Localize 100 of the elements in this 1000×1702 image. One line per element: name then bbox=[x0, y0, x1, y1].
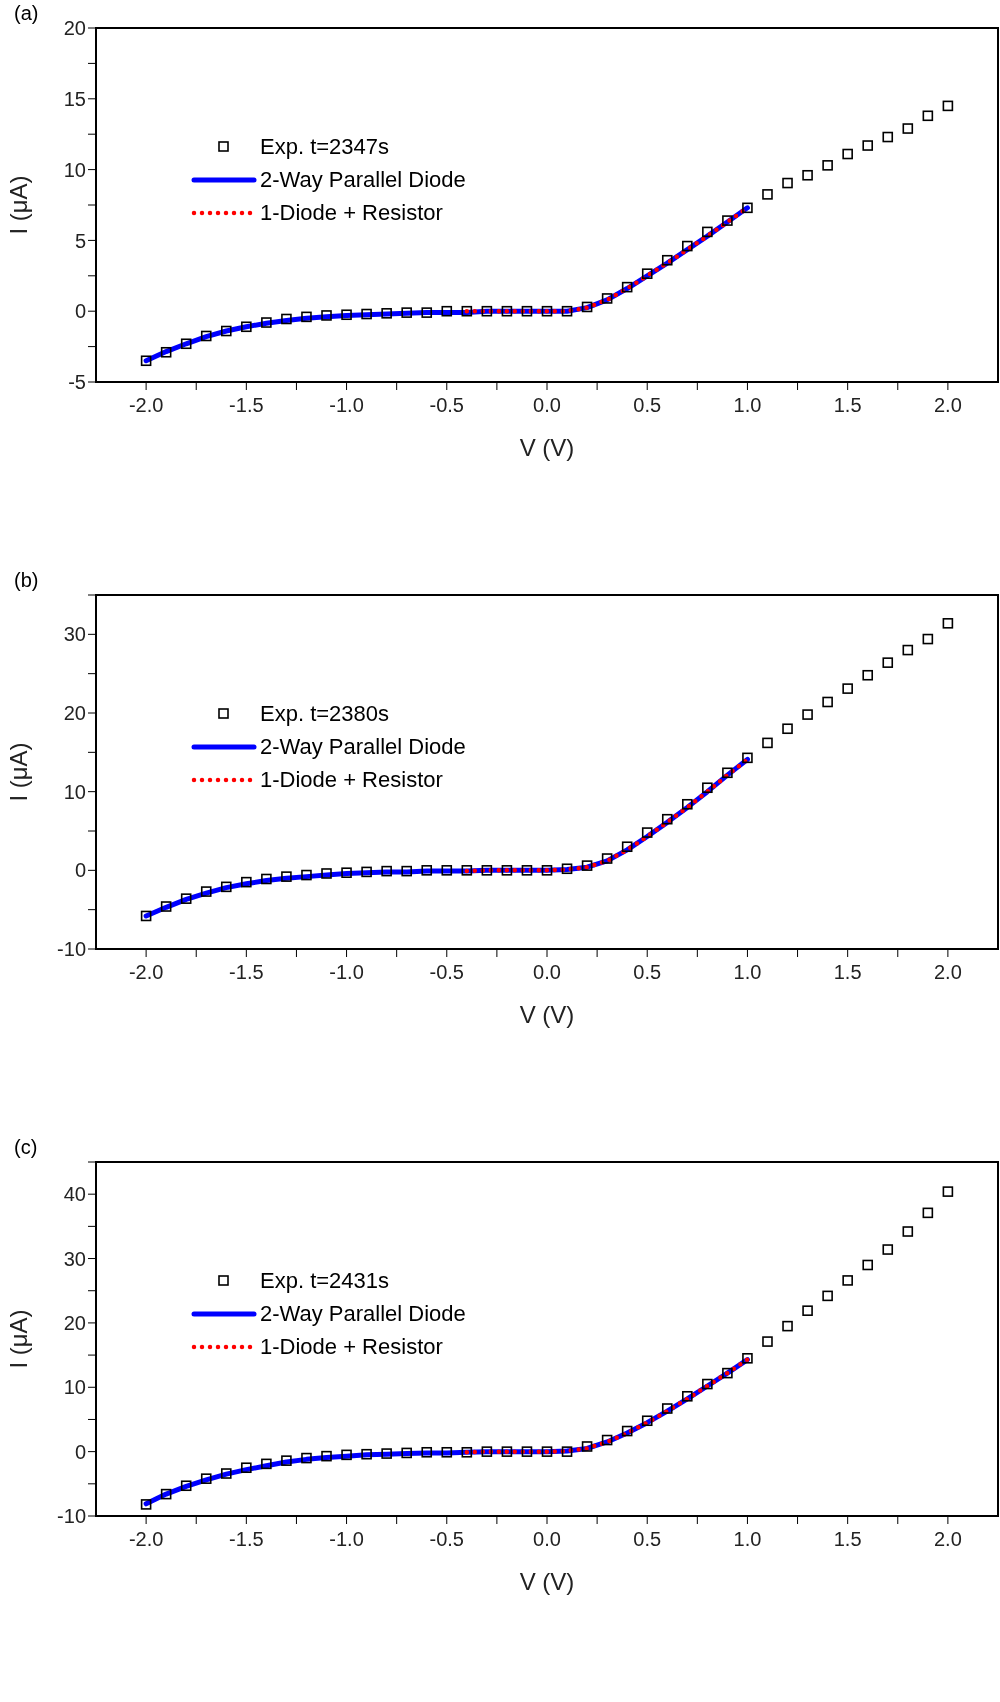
legend-label: 1-Diode + Resistor bbox=[260, 1333, 443, 1360]
point bbox=[281, 871, 292, 882]
point bbox=[641, 1415, 653, 1427]
point bbox=[822, 696, 833, 708]
point bbox=[742, 202, 753, 214]
point bbox=[922, 110, 934, 122]
point bbox=[641, 268, 653, 279]
point bbox=[922, 1207, 934, 1219]
point bbox=[842, 148, 853, 160]
point bbox=[241, 876, 252, 888]
point bbox=[140, 355, 152, 367]
x-tick-label: 1.5 bbox=[833, 961, 862, 984]
point bbox=[501, 305, 513, 317]
point bbox=[661, 254, 673, 266]
point bbox=[521, 305, 533, 317]
point bbox=[601, 1434, 613, 1446]
y-tick-label: 10 bbox=[63, 780, 86, 803]
point bbox=[842, 683, 853, 694]
point bbox=[321, 1450, 332, 1462]
x-tick-label: 1.0 bbox=[733, 1528, 762, 1551]
y-tick-label: -5 bbox=[68, 371, 86, 394]
y-tick-label: 0 bbox=[74, 859, 86, 882]
legend-label: Exp. t=2431s bbox=[260, 1267, 390, 1294]
point bbox=[942, 1186, 954, 1197]
point bbox=[220, 325, 232, 337]
point bbox=[180, 1480, 192, 1492]
y-axis-title: I (μA) bbox=[4, 175, 32, 235]
point bbox=[140, 1499, 152, 1510]
x-tick-label: 0.5 bbox=[633, 394, 662, 417]
point bbox=[822, 1290, 833, 1302]
y-axis-title: I (μA) bbox=[4, 742, 32, 802]
point bbox=[401, 865, 412, 877]
point bbox=[742, 1353, 753, 1364]
y-tick-label: 20 bbox=[63, 17, 86, 40]
point bbox=[922, 633, 934, 645]
x-tick-label: -1.5 bbox=[229, 1528, 264, 1551]
point bbox=[361, 308, 372, 320]
point bbox=[241, 321, 252, 333]
point bbox=[381, 308, 392, 319]
point bbox=[942, 618, 954, 629]
x-tick-label: 1.5 bbox=[833, 1528, 862, 1551]
chart-title: (b) bbox=[14, 569, 39, 592]
point bbox=[641, 827, 653, 838]
point bbox=[862, 1259, 874, 1271]
point bbox=[661, 1403, 673, 1414]
point bbox=[461, 865, 473, 876]
point bbox=[200, 886, 212, 897]
point bbox=[521, 865, 533, 876]
point bbox=[261, 873, 272, 885]
point bbox=[180, 338, 192, 350]
point bbox=[541, 1446, 553, 1457]
y-tick-label: 20 bbox=[63, 702, 86, 725]
point bbox=[481, 865, 493, 876]
point bbox=[341, 1449, 352, 1461]
x-tick-label: 0.0 bbox=[533, 394, 561, 417]
point bbox=[842, 1275, 853, 1286]
legend-label: 1-Diode + Resistor bbox=[260, 766, 443, 793]
point bbox=[702, 1378, 713, 1390]
x-tick-label: -1.5 bbox=[229, 961, 264, 984]
x-tick-label: 1.0 bbox=[733, 394, 762, 417]
point bbox=[601, 293, 613, 304]
y-tick-label: 20 bbox=[63, 1312, 86, 1335]
point bbox=[140, 910, 152, 922]
point bbox=[461, 305, 473, 317]
point bbox=[521, 1446, 533, 1457]
point bbox=[200, 330, 212, 342]
point bbox=[381, 865, 392, 877]
x-tick-label: -2.0 bbox=[128, 961, 164, 984]
x-axis-title: V (V) bbox=[519, 1001, 575, 1028]
point bbox=[501, 1446, 513, 1457]
point bbox=[862, 669, 874, 681]
x-tick-label: -0.5 bbox=[429, 1528, 465, 1551]
point bbox=[682, 240, 693, 252]
point bbox=[782, 723, 793, 735]
point bbox=[180, 893, 192, 904]
point bbox=[220, 1468, 232, 1479]
y-tick-label: -10 bbox=[57, 938, 86, 961]
point bbox=[782, 1320, 793, 1332]
x-axis-title: V (V) bbox=[519, 434, 575, 461]
point bbox=[441, 865, 453, 876]
point bbox=[621, 281, 633, 293]
x-tick-label: -1.0 bbox=[329, 1528, 364, 1551]
point bbox=[621, 1425, 633, 1437]
x-tick-label: -1.5 bbox=[229, 394, 264, 417]
x-tick-label: 1.0 bbox=[733, 961, 762, 984]
x-tick-label: -2.0 bbox=[128, 394, 164, 417]
x-axis-title: V (V) bbox=[519, 1568, 575, 1595]
y-tick-label: 30 bbox=[63, 1247, 86, 1270]
point bbox=[160, 346, 172, 358]
point bbox=[561, 305, 573, 317]
y-tick-label: 10 bbox=[63, 1376, 86, 1399]
x-tick-label: 2.0 bbox=[933, 961, 962, 984]
point bbox=[241, 1462, 252, 1474]
point bbox=[902, 644, 914, 656]
y-tick-label: 10 bbox=[63, 158, 86, 181]
point bbox=[782, 177, 793, 189]
point bbox=[321, 868, 332, 879]
point bbox=[160, 901, 172, 912]
point bbox=[220, 881, 232, 893]
point bbox=[742, 752, 753, 764]
